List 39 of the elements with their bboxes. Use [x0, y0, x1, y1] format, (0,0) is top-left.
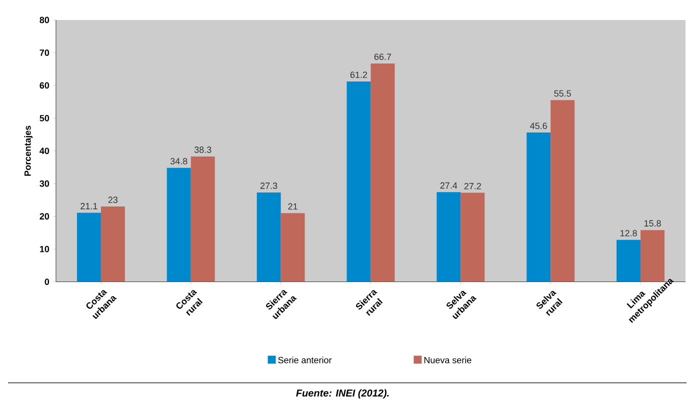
data-label: 38.3	[194, 146, 212, 154]
bar	[346, 82, 371, 282]
y-tick-label: 10	[40, 246, 50, 252]
data-label: 27.3	[260, 182, 278, 190]
legend-label: Nueva serie	[424, 356, 472, 364]
data-label: 66.7	[374, 54, 392, 60]
data-label: 27.4	[440, 182, 458, 189]
bar	[280, 213, 305, 282]
bar	[190, 156, 215, 282]
data-label: 21.1	[80, 203, 98, 210]
bar	[256, 192, 281, 282]
bar	[436, 192, 461, 282]
data-label: 55.5	[554, 90, 571, 97]
y-tick-label: 50	[40, 115, 50, 122]
data-label: 45.6	[530, 122, 547, 130]
data-label: 61.2	[350, 72, 368, 78]
data-label: 34.8	[170, 158, 188, 165]
bar	[370, 64, 395, 282]
legend-label: Serie anterior	[278, 356, 332, 364]
y-tick-label: 0	[44, 278, 50, 286]
y-tick-label: 20	[40, 213, 50, 220]
bar	[100, 206, 125, 282]
bar	[460, 192, 485, 282]
y-tick-label: 60	[40, 82, 50, 89]
bar	[166, 168, 191, 282]
data-label: 23	[108, 196, 118, 204]
text: Fuente: INEI (2012).	[296, 389, 389, 399]
bar	[76, 212, 101, 282]
y-tick-label: 70	[40, 50, 50, 56]
data-label: 12.8	[620, 230, 637, 237]
y-axis-title: Porcentajes	[24, 126, 33, 176]
bar	[550, 100, 575, 282]
y-tick-label: 30	[40, 180, 50, 187]
data-label: 27.2	[464, 183, 481, 190]
data-label: 21	[288, 203, 298, 210]
data-label: 15.8	[644, 220, 661, 227]
bar	[526, 132, 551, 282]
y-tick-label: 40	[40, 148, 50, 154]
y-tick-label: 80	[40, 16, 50, 24]
